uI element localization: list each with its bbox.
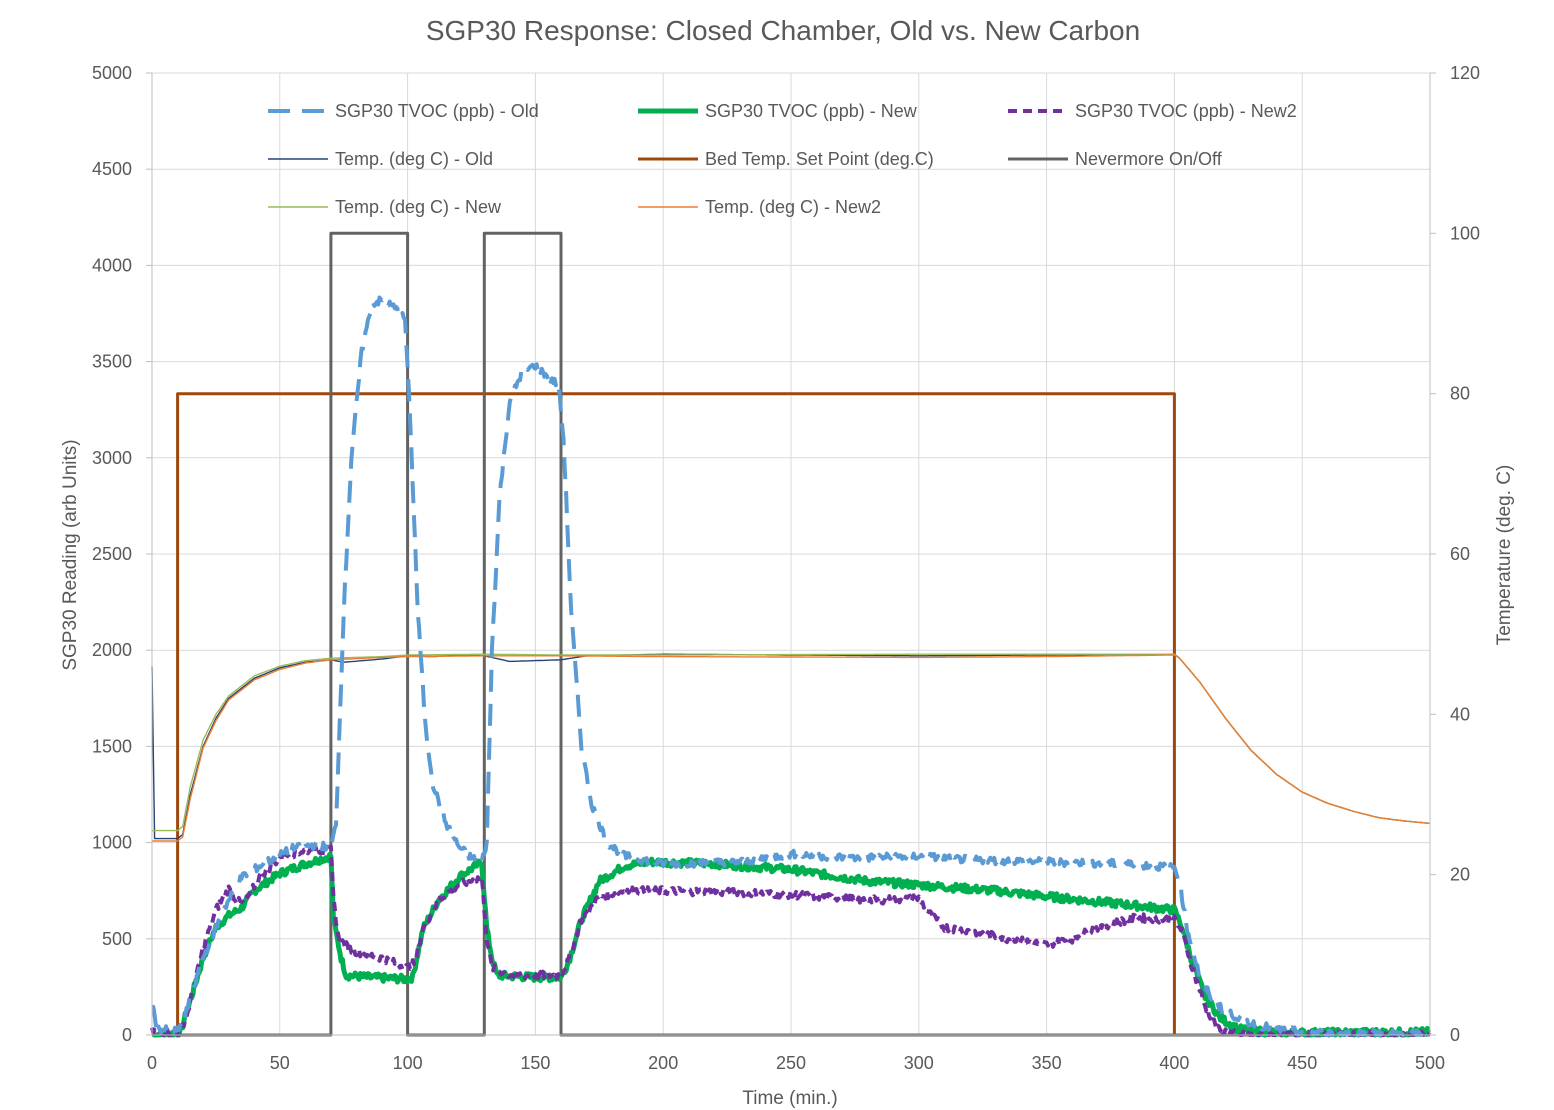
- y-tick-label: 4000: [92, 255, 132, 275]
- y2-tick-label: 80: [1450, 384, 1470, 404]
- tick-labels: 0500100015002000250030003500400045005000…: [92, 63, 1480, 1073]
- y-tick-label: 3000: [92, 448, 132, 468]
- x-axis-label: Time (min.): [742, 1088, 837, 1109]
- series-line-sgp30-tvoc-ppb-new2: [150, 844, 1432, 1037]
- y-tick-label: 4500: [92, 159, 132, 179]
- legend-label: Temp. (deg C) - New: [335, 197, 502, 217]
- series-line-sgp30-tvoc-ppb-old: [151, 295, 1432, 1037]
- x-tick-label: 450: [1287, 1053, 1317, 1073]
- y2-tick-label: 60: [1450, 544, 1470, 564]
- x-tick-label: 350: [1032, 1053, 1062, 1073]
- y2-axis-label: Temperature (deg. C): [1494, 465, 1515, 646]
- legend-label: Temp. (deg C) - Old: [335, 149, 493, 169]
- x-tick-label: 250: [776, 1053, 806, 1073]
- legend-label: Temp. (deg C) - New2: [705, 197, 881, 217]
- y2-tick-label: 100: [1450, 223, 1480, 243]
- x-tick-label: 50: [270, 1053, 290, 1073]
- y2-tick-label: 20: [1450, 865, 1470, 885]
- legend-label: SGP30 TVOC (ppb) - New2: [1075, 101, 1297, 121]
- y2-tick-label: 120: [1450, 63, 1480, 83]
- y-tick-label: 500: [102, 929, 132, 949]
- x-tick-label: 400: [1159, 1053, 1189, 1073]
- y-axis-label: SGP30 Reading (arb Units): [60, 439, 81, 670]
- x-tick-label: 300: [904, 1053, 934, 1073]
- legend-label: SGP30 TVOC (ppb) - Old: [335, 101, 539, 121]
- x-tick-label: 100: [393, 1053, 423, 1073]
- y2-tick-label: 40: [1450, 704, 1470, 724]
- x-tick-label: 0: [147, 1053, 157, 1073]
- legend: SGP30 TVOC (ppb) - Old SGP30 TVOC (ppb) -…: [268, 101, 1297, 217]
- series-line-temp-deg-c-new2: [152, 654, 1431, 842]
- y-tick-label: 2000: [92, 640, 132, 660]
- chart-title: SGP30 Response: Closed Chamber, Old vs. …: [426, 15, 1140, 46]
- y-tick-label: 1000: [92, 833, 132, 853]
- y-tick-label: 5000: [92, 63, 132, 83]
- y-tick-label: 2500: [92, 544, 132, 564]
- x-tick-label: 200: [648, 1053, 678, 1073]
- y-tick-label: 3500: [92, 352, 132, 372]
- y-tick-label: 1500: [92, 736, 132, 756]
- legend-label: SGP30 TVOC (ppb) - New: [705, 101, 918, 121]
- legend-label: Bed Temp. Set Point (deg.C): [705, 149, 934, 169]
- series-line-sgp30-tvoc-ppb-new: [150, 852, 1432, 1038]
- y2-tick-label: 0: [1450, 1025, 1460, 1045]
- y-tick-label: 0: [122, 1025, 132, 1045]
- axes: [146, 72, 1436, 1036]
- legend-label: Nevermore On/Off: [1075, 149, 1223, 169]
- x-tick-label: 500: [1415, 1053, 1445, 1073]
- x-tick-label: 150: [520, 1053, 550, 1073]
- series-line-bed-temp-set-point-deg-c: [176, 392, 1176, 1035]
